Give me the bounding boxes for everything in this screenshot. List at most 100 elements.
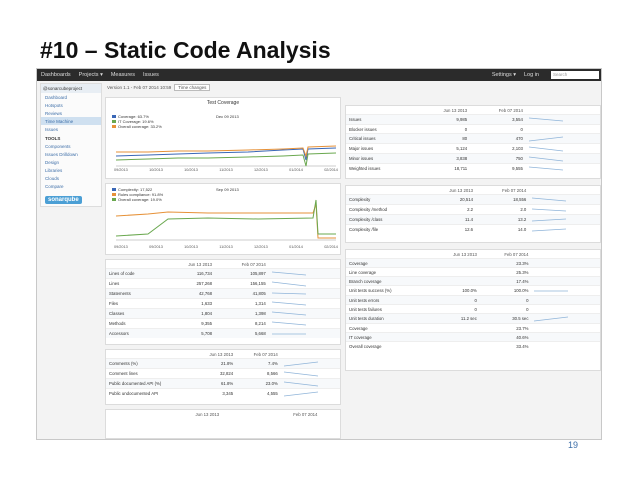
table-row: Weighted issues 18,711 9,555: [346, 163, 600, 173]
sidebar-item-reviews[interactable]: Reviews: [45, 110, 63, 116]
sparkline: [283, 361, 318, 366]
coverage-chart: [115, 145, 337, 167]
table-row: Complexity /file 12.6 14.0: [346, 224, 600, 234]
table-row: Unit tests failures 0 0: [346, 304, 600, 314]
top-navigation: Dashboards Projects ▾ Measures Issues Se…: [37, 69, 601, 81]
nav-projects[interactable]: Projects ▾: [78, 72, 103, 78]
legend-item: Rules compliance: 91.8%: [112, 192, 163, 197]
nav-measures[interactable]: Measures: [110, 72, 135, 78]
table-row: Issues 9,985 3,554: [346, 114, 600, 125]
table-row: Statements 42,768 41,805: [106, 288, 340, 299]
size-table: Jun 13 2013 Feb 07 2014 Lines of code 116,…: [106, 260, 340, 338]
coverage-legend: Coverage: 63.7% IT Coverage: 19.6% Overa…: [112, 114, 162, 129]
sidebar-project[interactable]: @sonarcubeproject: [41, 84, 101, 93]
sidebar-item-issues[interactable]: Issues: [45, 126, 59, 132]
table-row: Complexity /method 2.2 2.0: [346, 204, 600, 215]
bottom-table-panel: Jun 13 2013 Feb 07 2014: [105, 409, 341, 439]
table-header-row: Jun 13 2013 Feb 07 2014: [449, 187, 527, 193]
issues-table-panel: Jun 13 2013 Feb 07 2014 Issues 9,985 3,554 …: [345, 105, 601, 179]
sparkline: [532, 197, 567, 201]
sidebar-item-components[interactable]: Components: [45, 143, 71, 149]
sparkline: [532, 218, 567, 221]
sidebar-tools-header: TOOLS: [45, 136, 61, 141]
complexity-chart: [115, 199, 336, 241]
sidebar: @sonarcubeproject Dashboard Hotspots Rev…: [40, 83, 102, 207]
sidebar-item-issues-drilldown[interactable]: Issues Drilldown: [45, 151, 78, 157]
comments-table: Jun 13 2013 Feb 07 2014 Comments (%) 21.8%…: [106, 350, 340, 398]
legend-item: Overall coverage: 19.0%: [112, 197, 163, 202]
sidebar-item-libraries[interactable]: Libraries: [45, 167, 63, 173]
sparkline: [528, 146, 563, 151]
issues-table: Jun 13 2013 Feb 07 2014 Issues 9,985 3,554 …: [346, 106, 600, 173]
complexity-table-panel: Jun 13 2013 Feb 07 2014 Complexity 20,514 1…: [345, 185, 601, 243]
sidebar-item-hotspots[interactable]: Hotspots: [45, 102, 63, 108]
table-row: Public documented API (%) 61.8% 23.0%: [106, 378, 340, 389]
sparkline: [271, 333, 306, 334]
sparkline: [283, 391, 318, 396]
nav-dashboards[interactable]: Dashboards: [41, 72, 71, 78]
table-row: Overall coverage 33.4%: [346, 341, 600, 350]
sparkline: [271, 271, 306, 275]
complexity-chart-panel: Complexity: 17,522 Rules compliance: 91.…: [105, 183, 341, 255]
sparkline: [534, 290, 569, 291]
legend-item: Coverage: 63.7%: [112, 114, 162, 119]
version-label: Version 1.1 - Feb 07 2014 10:59: [107, 85, 172, 90]
sparkline: [532, 208, 567, 211]
complexity-legend: Complexity: 17,522 Rules compliance: 91.…: [112, 187, 163, 202]
table-row: IT coverage 40.6%: [346, 332, 600, 342]
time-changes-select[interactable]: Time changes: [174, 84, 211, 91]
sidebar-item-dashboard[interactable]: Dashboard: [45, 94, 68, 100]
comments-table-panel: Jun 13 2013 Feb 07 2014 Comments (%) 21.8%…: [105, 349, 341, 405]
sidebar-item-compare[interactable]: Compare: [45, 183, 64, 189]
settings-menu[interactable]: Settings ▾: [491, 72, 516, 78]
coverage-chart-title: Test Coverage: [206, 100, 240, 106]
nav-issues[interactable]: Issues: [143, 72, 159, 78]
nav-right: Settings ▾ Log in Search: [492, 71, 599, 79]
login-link[interactable]: Log in: [524, 72, 539, 78]
table-row: Major issues 5,124 2,103: [346, 143, 600, 154]
legend-item: Overall coverage: 33.2%: [112, 124, 162, 129]
table-row: Complexity /class 11.4 13.2: [346, 214, 600, 225]
coverage-axis-ticks: 09/2013 10/2013 10/2013 11/2013 12/2013 01/20…: [114, 168, 338, 172]
table-row: Unit tests success (%) 100.0% 100.0%: [346, 285, 600, 296]
coverage-chart-panel: Test Coverage Coverage: 63.7% IT Coverag…: [105, 97, 341, 179]
table-row: Files 1,633 1,314: [106, 298, 340, 309]
table-row: Accessors 5,708 5,668: [106, 328, 340, 338]
table-row: Branch coverage 17.4%: [346, 276, 600, 286]
table-row: Minor issues 3,838 750: [346, 153, 600, 164]
table-row: Line coverage 25.3%: [346, 267, 600, 277]
complexity-axis-ticks: 09/2013 09/2013 10/2013 11/2013 12/2013 01/20…: [114, 245, 338, 249]
sparkline: [532, 228, 567, 231]
table-row: Lines 257,268 156,155: [106, 278, 340, 289]
table-row: Complexity 20,514 18,556: [346, 194, 600, 205]
size-table-panel: Jun 13 2013 Feb 07 2014 Lines of code 116,…: [105, 259, 341, 345]
table-row: Coverage 23.3%: [346, 258, 600, 268]
coverage-table: Jun 13 2013 Feb 07 2014 Coverage 23.3% Lin…: [346, 250, 600, 350]
legend-item: Complexity: 17,522: [112, 187, 163, 192]
table-row: Unit tests errors 0 0: [346, 295, 600, 305]
sparkline: [283, 371, 318, 376]
sidebar-item-time-machine[interactable]: Time Machine: [41, 117, 101, 125]
sparkline: [271, 301, 306, 305]
coverage-table-panel: Jun 13 2013 Feb 07 2014 Coverage 23.3% Lin…: [345, 249, 601, 371]
table-row: Lines of code 116,734 105,897: [106, 268, 340, 279]
table-header-row: Jun 13 2013 Feb 07 2014: [209, 351, 278, 357]
table-row: Comments (%) 21.8% 7.4%: [106, 358, 340, 369]
table-header-row: Jun 13 2013 Feb 07 2014: [453, 251, 529, 257]
sparkline: [271, 321, 306, 325]
sparkline: [271, 281, 306, 286]
sparkline: [271, 311, 306, 315]
table-row: Critical issues 80 470: [346, 133, 600, 144]
table-row: Blocker issues 0 0: [346, 124, 600, 134]
sparkline: [528, 136, 563, 141]
sidebar-item-design[interactable]: Design: [45, 159, 60, 165]
table-row: Coverage 23.7%: [346, 323, 600, 333]
table-row: Unit tests duration 11.2 sec 30.5 sec: [346, 313, 600, 324]
sidebar-item-clouds[interactable]: Clouds: [45, 175, 60, 181]
search-input[interactable]: Search: [551, 71, 599, 79]
breadcrumb: Version 1.1 - Feb 07 2014 10:59 Time cha…: [107, 84, 211, 91]
sparkline: [528, 156, 563, 161]
table-row: Comment lines 32,824 8,566: [106, 368, 340, 379]
sparkline: [283, 381, 318, 386]
coverage-series-line: [115, 147, 337, 161]
